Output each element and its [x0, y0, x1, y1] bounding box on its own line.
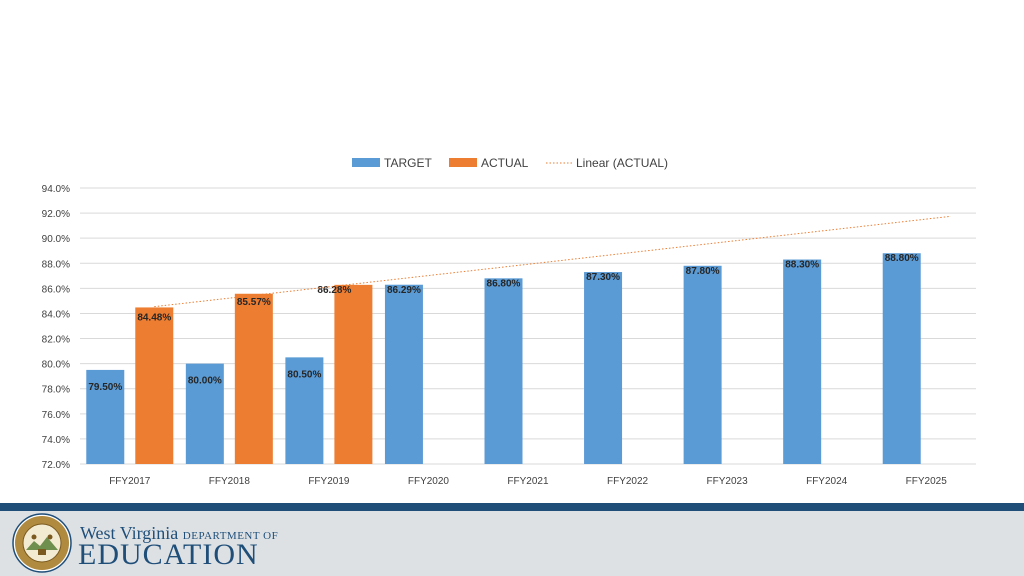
- y-tick-label: 88.0%: [42, 259, 70, 270]
- y-tick-label: 90.0%: [42, 234, 70, 245]
- bar-chart: 72.0% 74.0% 76.0% 78.0% 80.0% 82.0% 84.0% 86.0%…: [42, 156, 976, 487]
- y-tick-label: 84.0%: [42, 309, 70, 320]
- bar-target: [783, 259, 822, 464]
- data-label-actual: 84.48%: [137, 312, 171, 323]
- bar-target: [882, 253, 921, 464]
- bar-target: [384, 284, 423, 464]
- legend-swatch-target: [352, 158, 380, 167]
- data-label-target: 87.30%: [586, 272, 620, 283]
- bar-target: [86, 369, 125, 464]
- org-name-line2: EDUCATION: [78, 538, 259, 571]
- data-label-target: 80.00%: [188, 376, 222, 387]
- trendline-actual: [154, 215, 951, 308]
- data-label-target: 88.80%: [885, 253, 919, 264]
- data-label-actual: 85.57%: [237, 297, 271, 308]
- bar-actual: [334, 284, 373, 464]
- x-tick-label: FFY2020: [408, 476, 450, 487]
- y-tick-label: 94.0%: [42, 184, 70, 195]
- data-label-target: 86.29%: [387, 285, 421, 296]
- state-seal-icon: [12, 513, 72, 573]
- x-tick-label: FFY2017: [109, 476, 151, 487]
- x-tick-label: FFY2022: [607, 476, 649, 487]
- data-label-target: 87.80%: [686, 266, 720, 277]
- bar-target: [185, 363, 224, 464]
- bar-target: [683, 265, 722, 464]
- legend-label-actual: ACTUAL: [481, 156, 529, 170]
- y-tick-label: 74.0%: [42, 435, 70, 446]
- bar-actual: [234, 293, 273, 464]
- y-tick-label: 86.0%: [42, 284, 70, 295]
- footer-accent-bar: [0, 503, 1024, 511]
- bar-target: [484, 278, 523, 464]
- x-tick-label: FFY2024: [806, 476, 848, 487]
- data-label-target: 80.50%: [287, 369, 321, 380]
- x-tick-label: FFY2025: [906, 476, 948, 487]
- y-tick-label: 92.0%: [42, 209, 70, 220]
- x-tick-label: FFY2021: [507, 476, 549, 487]
- data-label-target: 88.30%: [785, 260, 819, 271]
- bar-target: [584, 272, 623, 464]
- footer-band: West Virginia DEPARTMENT OF EDUCATION: [0, 503, 1024, 576]
- y-tick-label: 78.0%: [42, 385, 70, 396]
- legend-label-target: TARGET: [384, 156, 432, 170]
- y-tick-label: 82.0%: [42, 335, 70, 346]
- y-tick-label: 72.0%: [42, 460, 70, 471]
- x-tick-label: FFY2023: [707, 476, 749, 487]
- org-name-line1: West Virginia DEPARTMENT OF: [80, 523, 279, 543]
- x-tick-label: FFY2019: [308, 476, 350, 487]
- legend-label-trendline: Linear (ACTUAL): [576, 156, 668, 170]
- legend-swatch-actual: [449, 158, 477, 167]
- data-label-actual: 86.28%: [317, 285, 351, 296]
- y-tick-label: 80.0%: [42, 360, 70, 371]
- data-label-target: 79.50%: [88, 382, 122, 393]
- bar-actual: [135, 307, 174, 464]
- y-tick-label: 76.0%: [42, 410, 70, 421]
- data-label-target: 86.80%: [487, 278, 521, 289]
- bar-target: [285, 357, 324, 464]
- x-tick-label: FFY2018: [209, 476, 251, 487]
